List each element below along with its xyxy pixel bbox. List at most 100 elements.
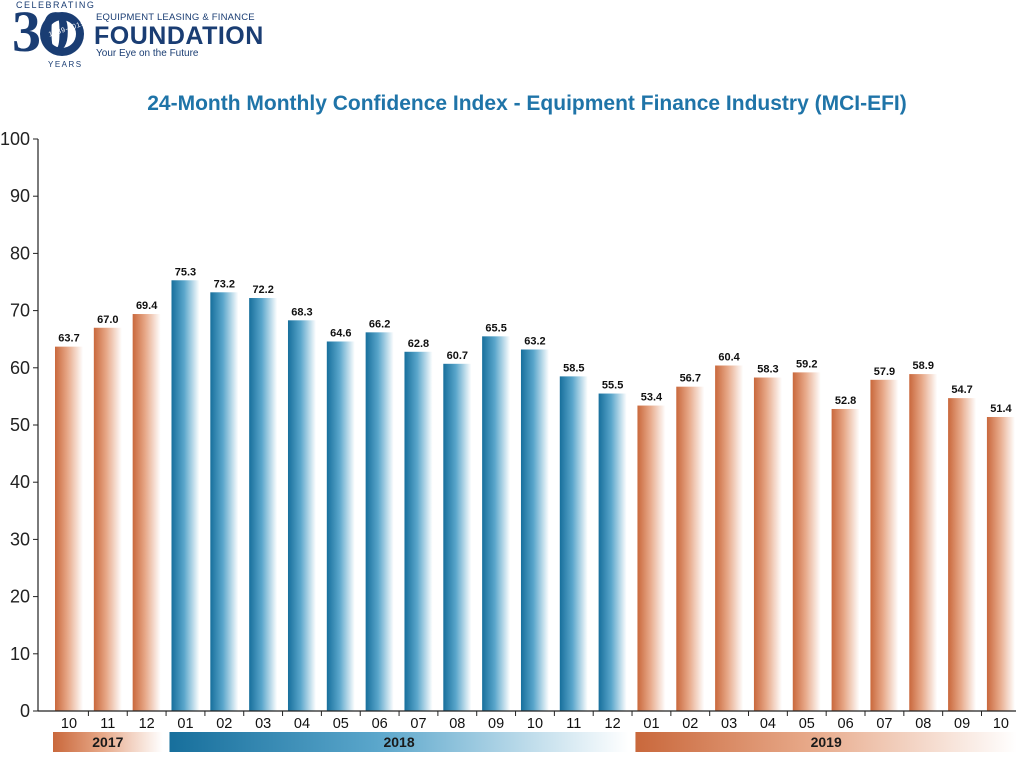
y-tick-label-10: 100 (0, 129, 30, 149)
bar-24 (986, 416, 1015, 711)
year-band-2018 (169, 732, 629, 752)
y-tick-label-5: 50 (10, 415, 30, 435)
bar-1 (93, 327, 122, 711)
bar-18 (753, 377, 782, 711)
bar-2 (132, 314, 161, 711)
y-tick-label-9: 90 (10, 186, 30, 206)
x-tick-label-16: 02 (682, 716, 698, 732)
value-label-8: 66.2 (369, 318, 390, 330)
x-tick-label-8: 06 (372, 716, 388, 732)
bar-5 (249, 298, 278, 711)
chart-title: 24-Month Monthly Confidence Index - Equi… (147, 92, 907, 115)
x-tick-label-21: 07 (876, 716, 892, 732)
x-tick-label-17: 03 (721, 716, 737, 732)
y-tick-label-4: 40 (10, 472, 30, 492)
x-tick-label-5: 03 (255, 716, 271, 732)
x-tick-label-7: 05 (333, 716, 349, 732)
value-label-20: 52.8 (835, 395, 856, 407)
x-tick-label-11: 09 (488, 716, 504, 732)
bar-9 (404, 351, 433, 711)
year-band-2017 (53, 732, 163, 752)
value-label-17: 60.4 (718, 352, 740, 364)
value-label-0: 63.7 (58, 333, 79, 345)
x-tick-label-6: 04 (294, 716, 310, 732)
bar-22 (909, 374, 938, 711)
x-tick-label-0: 10 (61, 716, 77, 732)
x-tick-label-23: 09 (954, 716, 970, 732)
bar-14 (598, 393, 627, 711)
x-tick-label-19: 05 (799, 716, 815, 732)
x-tick-label-22: 08 (915, 716, 931, 732)
bar-3 (171, 280, 200, 711)
value-label-3: 75.3 (175, 266, 196, 278)
value-label-18: 58.3 (757, 364, 778, 376)
bar-19 (792, 372, 821, 711)
y-tick-label-3: 30 (10, 529, 30, 549)
value-label-16: 56.7 (680, 373, 701, 385)
y-tick-label-6: 60 (10, 358, 30, 378)
bar-7 (326, 341, 355, 711)
value-label-13: 58.5 (563, 362, 584, 374)
bar-23 (948, 398, 977, 711)
value-label-12: 63.2 (524, 336, 545, 348)
logo-org-top: EQUIPMENT LEASING & FINANCE (96, 12, 255, 23)
y-tick-label-2: 20 (10, 587, 30, 607)
bars-layer (53, 280, 1017, 752)
logo-years: YEARS (48, 60, 83, 69)
value-label-22: 58.9 (913, 360, 934, 372)
value-label-10: 60.7 (447, 350, 468, 362)
x-tick-label-1: 11 (100, 716, 115, 732)
value-label-15: 53.4 (641, 392, 663, 404)
value-label-5: 72.2 (252, 284, 273, 296)
bar-6 (287, 320, 316, 711)
x-tick-label-9: 07 (410, 716, 426, 732)
x-tick-label-3: 01 (177, 716, 193, 732)
value-label-21: 57.9 (874, 366, 895, 378)
x-tick-label-12: 10 (527, 716, 543, 732)
value-label-14: 55.5 (602, 380, 623, 392)
year-label-2019: 2019 (811, 734, 842, 750)
x-tick-label-14: 12 (605, 716, 621, 732)
bar-8 (365, 332, 394, 711)
value-label-1: 67.0 (97, 314, 118, 326)
value-label-19: 59.2 (796, 358, 817, 370)
value-label-11: 65.5 (485, 322, 506, 334)
bar-10 (443, 363, 472, 711)
value-label-9: 62.8 (408, 338, 429, 350)
x-tick-label-4: 02 (216, 716, 232, 732)
y-tick-label-1: 10 (10, 644, 30, 664)
logo-celebrating: CELEBRATING (16, 0, 96, 10)
value-label-6: 68.3 (291, 306, 312, 318)
value-label-2: 69.4 (136, 300, 158, 312)
x-tick-label-24: 10 (993, 716, 1009, 732)
bar-16 (676, 386, 705, 711)
foundation-logo: 30 CELEBRATING 1989-2019 YEARS EQUIPMENT… (10, 0, 310, 70)
x-tick-label-13: 11 (566, 716, 581, 732)
x-tick-label-2: 12 (139, 716, 155, 732)
bar-21 (870, 379, 899, 711)
bar-13 (559, 376, 588, 711)
bar-11 (482, 336, 511, 711)
x-tick-label-15: 01 (643, 716, 659, 732)
bar-0 (55, 346, 83, 711)
value-label-23: 54.7 (951, 384, 972, 396)
year-label-2018: 2018 (383, 734, 414, 750)
logo-numeral: 30 (12, 0, 70, 64)
year-label-2017: 2017 (92, 734, 123, 750)
year-band-2019 (635, 732, 1017, 752)
logo-ring-inner (48, 20, 76, 48)
value-label-24: 51.4 (990, 403, 1012, 415)
logo-tagline: Your Eye on the Future (96, 48, 199, 59)
logo-org-name: FOUNDATION (94, 22, 264, 50)
value-label-4: 73.2 (214, 278, 235, 290)
bar-17 (715, 365, 744, 711)
y-tick-label-0: 0 (20, 701, 30, 721)
bar-15 (637, 405, 666, 711)
bar-12 (520, 349, 549, 711)
value-label-7: 64.6 (330, 327, 351, 339)
y-tick-label-7: 70 (10, 301, 30, 321)
y-tick-label-8: 80 (10, 243, 30, 263)
x-tick-label-10: 08 (449, 716, 465, 732)
x-tick-label-20: 06 (838, 716, 854, 732)
